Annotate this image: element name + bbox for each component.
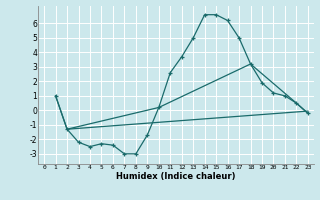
X-axis label: Humidex (Indice chaleur): Humidex (Indice chaleur) [116, 172, 236, 181]
